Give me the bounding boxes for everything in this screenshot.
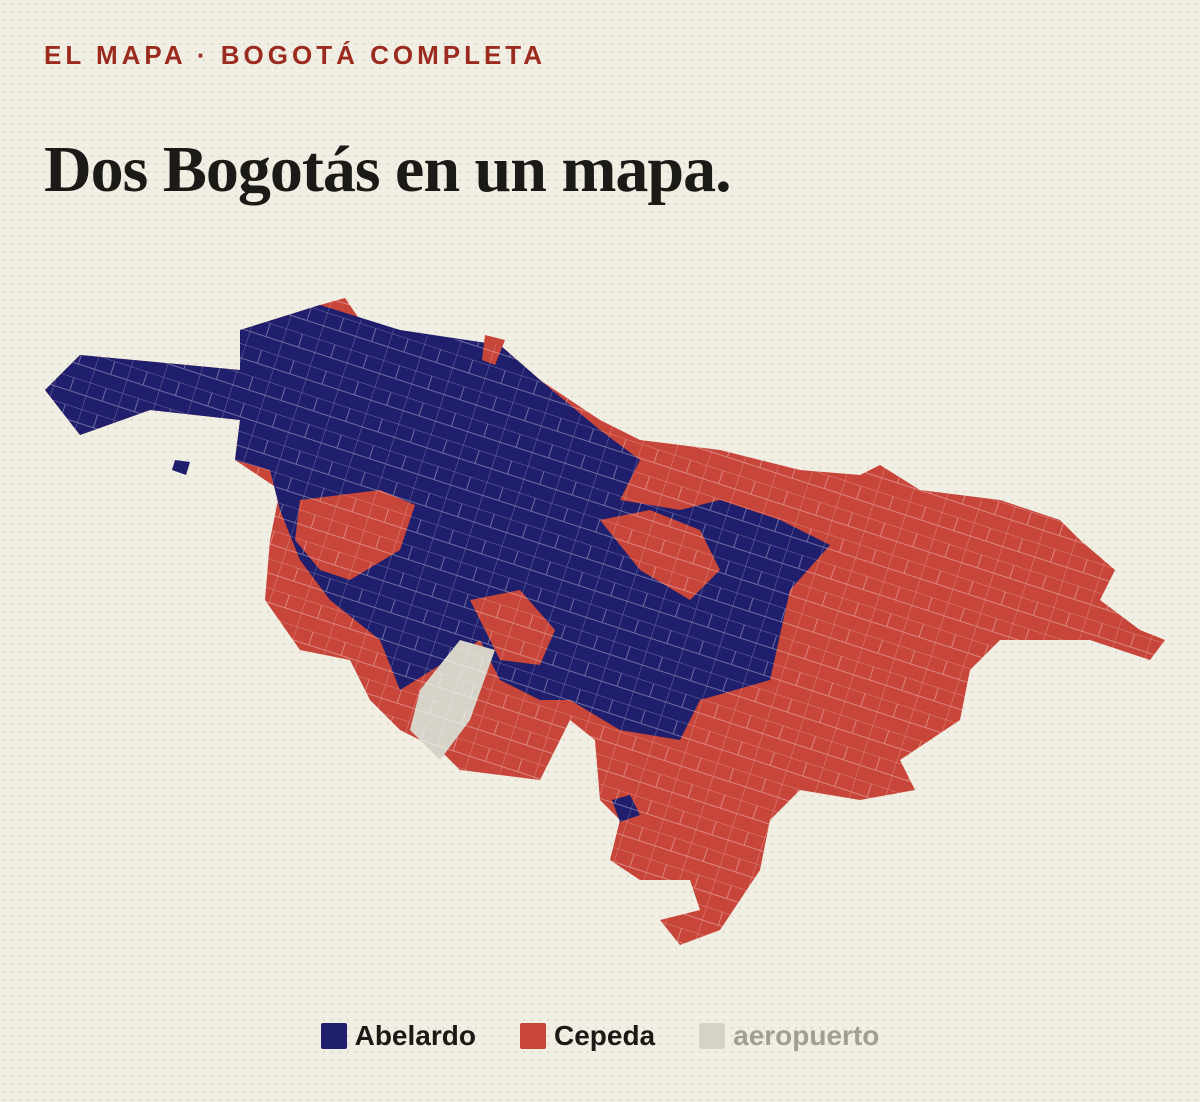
legend-item: Cepeda — [519, 1020, 656, 1052]
legend-item: aeropuerto — [699, 1020, 879, 1052]
title: Dos Bogotás en un mapa. — [44, 133, 732, 206]
legend-label: Abelardo — [354, 1020, 476, 1051]
legend: Abelardo Cepeda aeropuerto — [0, 1020, 1200, 1052]
eyebrow: EL MAPA · BOGOTÁ COMPLETA — [44, 40, 547, 70]
block-lines — [45, 298, 1165, 945]
map — [45, 298, 1165, 945]
legend-label: Cepeda — [553, 1020, 656, 1051]
abelardo-patch — [172, 460, 190, 475]
legend-label: aeropuerto — [733, 1020, 880, 1051]
legend-swatch — [699, 1023, 726, 1049]
legend-swatch — [519, 1023, 546, 1049]
legend-item: Abelardo — [320, 1020, 476, 1052]
legend-swatch — [320, 1023, 347, 1049]
